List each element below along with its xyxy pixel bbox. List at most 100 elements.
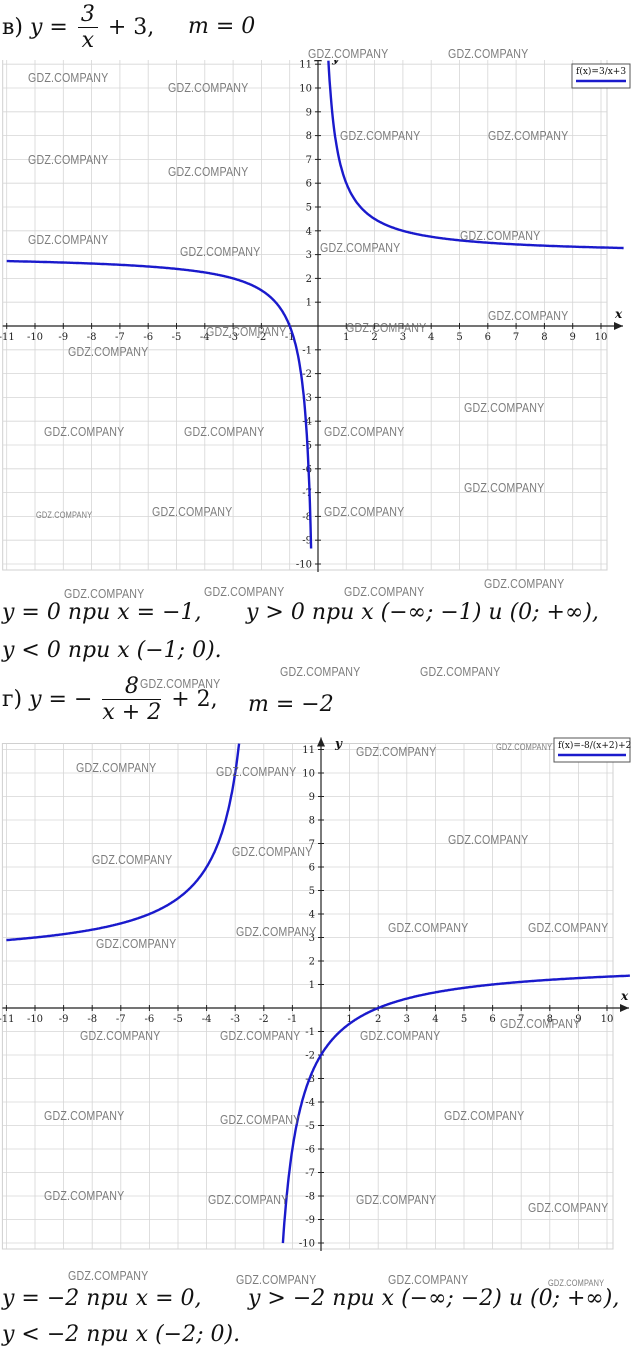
x-tick-label: -1	[285, 332, 295, 343]
x-tick-label: 3	[400, 332, 406, 343]
curve-branch-right	[281, 974, 630, 1244]
watermark: GDZ.COMPANY	[220, 1028, 301, 1043]
x-tick-label: -10	[27, 332, 43, 343]
watermark: GDZ.COMPANY	[500, 1016, 581, 1031]
watermark: GDZ.COMPANY	[344, 584, 425, 599]
watermark: GDZ.COMPANY	[28, 232, 109, 247]
x-tick-label: -8	[87, 1014, 97, 1025]
x-axis-arrow-icon	[620, 1004, 629, 1012]
y-tick-label: -6	[305, 1145, 315, 1156]
x-tick-label: -8	[87, 332, 97, 343]
y-tick-label: 2	[309, 957, 315, 968]
watermark: GDZ.COMPANY	[320, 240, 401, 255]
watermark: GDZ.COMPANY	[168, 80, 249, 95]
chart-part-v: xy-11-10-9-8-7-6-5-4-3-2-112345678910111…	[0, 60, 631, 572]
watermark: GDZ.COMPANY	[152, 504, 233, 519]
x-tick-label: -4	[202, 1014, 212, 1025]
part-g-fraction: 8 x + 2	[102, 676, 162, 724]
x-tick-label: 5	[456, 332, 462, 343]
part-v-result-zero: y = 0 при x = −1,	[2, 600, 202, 625]
watermark: GDZ.COMPANY	[340, 128, 421, 143]
legend-entry: f(x)=3/x+3	[576, 66, 626, 77]
y-tick-label: 3	[309, 933, 315, 944]
x-tick-label: 2	[371, 332, 377, 343]
y-tick-label: -10	[296, 560, 312, 571]
y-tick-label: -9	[302, 536, 312, 547]
x-tick-label: -9	[58, 332, 68, 343]
watermark: GDZ.COMPANY	[360, 1028, 441, 1043]
legend-box	[571, 63, 631, 89]
part-v-fraction: 3 x	[77, 4, 98, 53]
x-tick-label: 10	[595, 332, 608, 343]
watermark: GDZ.COMPANY	[448, 46, 529, 61]
part-v-func-rest: + 3,	[107, 15, 155, 40]
x-axis-arrow-icon	[614, 322, 623, 330]
part-v-result-positive: y > 0 при x (−∞; −1) и (0; +∞),	[246, 600, 599, 625]
x-tick-label: -3	[228, 332, 238, 343]
x-tick-label: -11	[0, 332, 15, 343]
chart-part-g: xy-11-10-9-8-7-6-5-4-3-2-112345678910111…	[0, 737, 631, 1251]
y-tick-label: 6	[306, 179, 312, 190]
part-g-result-positive: y > −2 при x (−∞; −2) и (0; +∞),	[248, 1286, 620, 1311]
watermark: GDZ.COMPANY	[184, 424, 265, 439]
watermark: GDZ.COMPANY	[388, 1272, 469, 1287]
part-g-label: г)	[2, 687, 23, 712]
y-tick-label: -1	[302, 345, 312, 356]
y-tick-label: 8	[309, 816, 315, 827]
watermark: GDZ.COMPANY	[28, 152, 109, 167]
x-tick-label: -6	[143, 332, 153, 343]
part-g-param: m = −2	[248, 692, 334, 717]
y-tick-label: -3	[302, 393, 312, 404]
watermark: GDZ.COMPANY	[36, 510, 93, 520]
y-tick-label: 1	[306, 298, 312, 309]
watermark: GDZ.COMPANY	[206, 324, 287, 339]
watermark: GDZ.COMPANY	[356, 744, 437, 759]
watermark: GDZ.COMPANY	[44, 424, 125, 439]
x-tick-label: 5	[461, 1014, 467, 1025]
x-tick-label: -7	[115, 332, 125, 343]
y-tick-label: -7	[305, 1168, 315, 1179]
part-g-func-rest: + 2,	[171, 687, 218, 712]
watermark: GDZ.COMPANY	[180, 244, 261, 259]
watermark: GDZ.COMPANY	[168, 164, 249, 179]
y-tick-label: -7	[302, 488, 312, 499]
y-tick-label: -2	[305, 1051, 315, 1062]
y-tick-label: 11	[299, 60, 312, 71]
watermark: GDZ.COMPANY	[484, 576, 565, 591]
watermark: GDZ.COMPANY	[356, 1192, 437, 1207]
y-tick-label: -1	[305, 1027, 315, 1038]
x-tick-label: -10	[27, 1014, 43, 1025]
watermark: GDZ.COMPANY	[496, 742, 553, 752]
watermark: GDZ.COMPANY	[204, 584, 285, 599]
x-tick-label: 4	[428, 332, 434, 343]
watermark: GDZ.COMPANY	[280, 664, 361, 679]
y-tick-label: 7	[309, 839, 315, 850]
watermark: GDZ.COMPANY	[488, 128, 569, 143]
plot-frame	[2, 60, 608, 571]
part-v-equation: в) y = 3 x + 3,	[2, 4, 154, 52]
x-tick-label: -6	[145, 1014, 155, 1025]
y-axis-label: y	[334, 737, 343, 751]
y-tick-label: -2	[302, 369, 312, 380]
watermark: GDZ.COMPANY	[208, 1192, 289, 1207]
watermark: GDZ.COMPANY	[96, 936, 177, 951]
watermark: GDZ.COMPANY	[216, 764, 297, 779]
y-tick-label: 8	[306, 131, 312, 142]
x-tick-label: -2	[257, 332, 267, 343]
part-g-frac-num: 8	[102, 676, 162, 700]
watermark: GDZ.COMPANY	[232, 844, 313, 859]
y-tick-label: -9	[305, 1215, 315, 1226]
x-tick-label: -9	[59, 1014, 69, 1025]
part-v-frac-den: x	[81, 28, 95, 53]
watermark: GDZ.COMPANY	[80, 1028, 161, 1043]
x-tick-label: -7	[116, 1014, 126, 1025]
y-tick-label: -4	[305, 1098, 315, 1109]
y-tick-label: 7	[306, 155, 312, 166]
x-tick-label: -3	[230, 1014, 240, 1025]
curve-branch-left	[6, 743, 241, 942]
legend: f(x)=3/x+3	[571, 63, 631, 89]
x-tick-label: -2	[259, 1014, 269, 1025]
y-tick-label: 10	[299, 84, 312, 95]
watermark: GDZ.COMPANY	[308, 46, 389, 61]
y-axis-arrow-icon	[317, 737, 325, 747]
